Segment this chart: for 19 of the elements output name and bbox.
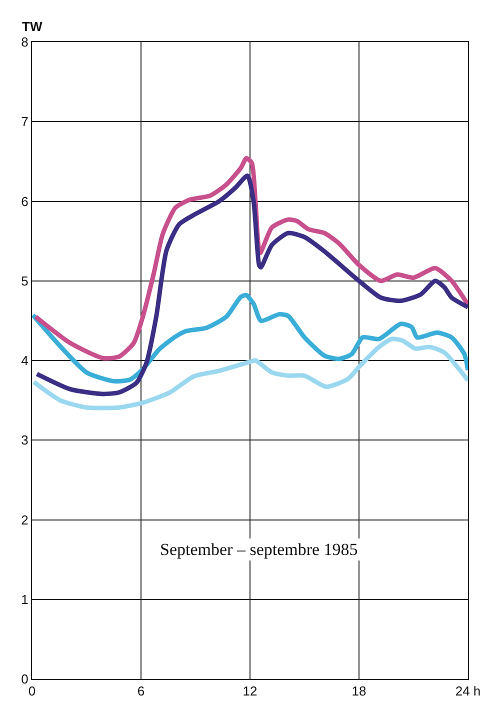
y-tick-label: 1 [21,592,28,607]
y-tick-label: 5 [21,273,28,288]
y-axis-title: TW [22,19,43,34]
y-tick-label: 6 [21,194,28,209]
y-tick-label: 7 [21,114,28,130]
x-tick-label: 24 h [455,684,481,699]
y-tick-label: 8 [21,34,28,50]
line-series [32,336,468,410]
line-series [32,292,468,384]
x-tick-label: 12 [242,684,258,699]
y-tick-label: 0 [21,672,28,687]
y-tick-label: 2 [21,512,28,528]
annotation: September – septembre 1985 [160,540,358,559]
line-series [34,174,468,396]
x-tick-label: 6 [137,684,145,699]
y-tick-label: 3 [21,432,28,448]
y-tick-label: 4 [21,353,28,368]
x-tick-label: 18 [352,684,366,699]
line-series [33,156,468,361]
